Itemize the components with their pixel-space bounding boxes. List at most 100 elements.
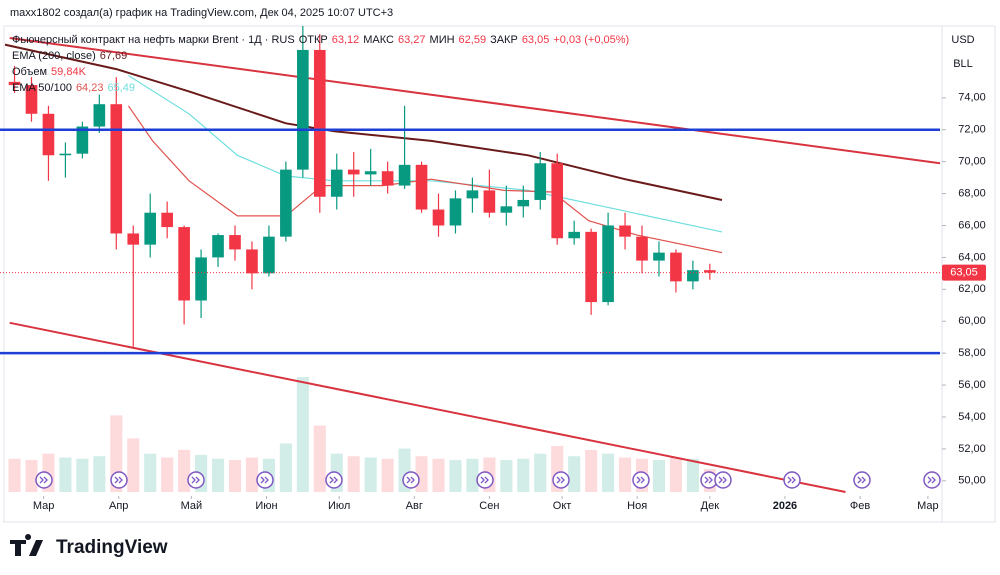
candle-body (704, 270, 716, 273)
indicator-value: 59,84K (51, 66, 86, 78)
volume-bar (313, 425, 326, 492)
volume-bar (93, 456, 106, 492)
volume-bar (144, 453, 157, 492)
event-icon-arrow (114, 476, 123, 484)
volume-bar (25, 460, 38, 492)
candle-body (280, 169, 292, 237)
candle-body (483, 190, 496, 213)
trend-line (9, 37, 940, 165)
candle-body (229, 235, 241, 250)
event-icon (923, 471, 941, 489)
candle-body (534, 163, 547, 200)
volume-bar (652, 460, 666, 492)
last-price-label: 63,05 (950, 266, 978, 278)
y-tick-label: 56,00 (958, 379, 986, 391)
y-tick-label: 68,00 (958, 187, 986, 199)
event-icon-arrow (480, 476, 489, 484)
x-tick-label: Фев (850, 500, 870, 512)
event-icon-arrow (191, 476, 200, 484)
x-tick-label: Июл (328, 500, 350, 512)
volume-bar (76, 458, 89, 492)
x-tick-label: Май (181, 500, 203, 512)
volume-bar (381, 458, 394, 492)
x-tick-label: Окт (553, 500, 572, 512)
event-icon (35, 471, 53, 489)
candle-body (466, 190, 479, 199)
event-icon-arrow (704, 476, 713, 484)
volume-bar (347, 456, 360, 492)
indicator-row: EMA 50/100 64,23 65,49 (12, 80, 629, 96)
event-icon (187, 471, 205, 489)
ohlc-row: Фьючерсный контракт на нефть марки Brent… (12, 32, 629, 48)
x-tick-label: Авг (406, 500, 423, 512)
indicator-value: 64,23 (75, 82, 104, 94)
y-tick-label: 70,00 (958, 156, 986, 168)
volume-bar (669, 457, 682, 492)
y-tick-label: 64,00 (958, 251, 986, 263)
candle-body (619, 225, 631, 237)
ohlc-value: 63,12 (331, 34, 360, 46)
volume-bar (618, 457, 632, 492)
y-tick-label: 60,00 (958, 315, 986, 327)
event-icon (632, 471, 650, 489)
candle-body (127, 233, 140, 245)
volume-bar (296, 377, 309, 492)
x-tick-label: Мар (33, 500, 55, 512)
volume-bar (161, 457, 174, 492)
candle-body (602, 225, 614, 303)
event-icon-arrow (718, 476, 727, 484)
candle-body (93, 104, 106, 127)
event-icon (552, 471, 570, 489)
candle-body (381, 171, 394, 186)
x-tick-label: Сен (479, 500, 499, 512)
ohlc-value: 62,59 (458, 34, 487, 46)
candle-body (432, 209, 445, 226)
event-icon (476, 471, 494, 489)
volume-bar (517, 458, 530, 492)
volume-bar (449, 460, 462, 492)
candle-body (517, 199, 530, 207)
event-icon-arrow (857, 476, 866, 484)
volume-bar (466, 458, 479, 492)
candle-body (568, 231, 580, 239)
volume-bar (686, 458, 699, 492)
y-tick-label: 66,00 (958, 219, 986, 231)
indicator-name: Объем (12, 66, 48, 78)
chart-frame (3, 25, 996, 523)
plot (5, 26, 940, 493)
candle-body (195, 257, 207, 301)
volume-bar (127, 438, 140, 492)
candle-body (297, 49, 309, 170)
candle-body (144, 212, 157, 245)
x-tick-label: Дек (701, 500, 720, 512)
unit-button[interactable]: BLL (953, 58, 973, 70)
currency-button[interactable]: USD (951, 34, 975, 46)
candle-body (398, 164, 411, 186)
candle-body (25, 85, 38, 114)
brand: TradingView (56, 537, 168, 558)
candle-body (313, 49, 326, 197)
chart-title: maxx1802 создал(а) график на TradingView… (10, 7, 393, 19)
y-tick-label: 50,00 (958, 475, 986, 487)
ohlc-label: МИН (429, 34, 455, 46)
symbol-name: Фьючерсный контракт на нефть марки Brent… (12, 34, 295, 46)
candle-body (330, 169, 343, 197)
candle-body (246, 249, 258, 274)
volume-bar (59, 457, 72, 492)
volume-bar (534, 453, 547, 492)
candle-body (415, 164, 428, 210)
indicator-name: EMA 50/100 (12, 82, 72, 94)
volume-bar (279, 443, 292, 492)
volume-bar (432, 458, 445, 492)
ohlc-value: 63,27 (398, 34, 426, 46)
brand-logo (10, 534, 43, 556)
trend-line (9, 321, 846, 493)
ohlc-label: ОТКР (298, 34, 328, 46)
candle-body (42, 113, 55, 156)
last-price-box (942, 264, 986, 281)
ohlc-value: 63,05 (521, 34, 550, 46)
candle-body (636, 236, 648, 261)
event-icon-arrow (329, 476, 338, 484)
x-tick-label: 2026 (773, 500, 797, 512)
